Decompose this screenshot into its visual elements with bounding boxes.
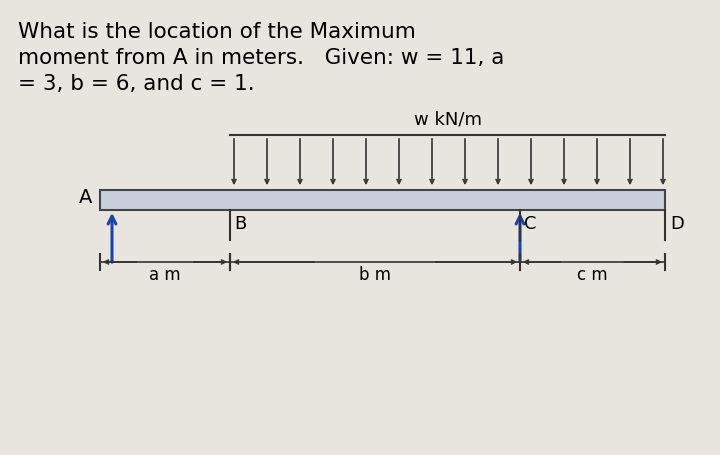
- Text: B: B: [234, 215, 246, 233]
- Text: b m: b m: [359, 266, 391, 284]
- Text: c m: c m: [577, 266, 608, 284]
- Polygon shape: [100, 190, 665, 210]
- Text: D: D: [670, 215, 684, 233]
- Text: a m: a m: [149, 266, 181, 284]
- Text: A: A: [78, 188, 92, 207]
- Text: What is the location of the Maximum: What is the location of the Maximum: [18, 22, 416, 42]
- Text: w kN/m: w kN/m: [413, 111, 482, 129]
- Text: = 3, b = 6, and c = 1.: = 3, b = 6, and c = 1.: [18, 74, 255, 94]
- Text: C: C: [524, 215, 536, 233]
- Text: moment from A in meters.   Given: w = 11, a: moment from A in meters. Given: w = 11, …: [18, 48, 505, 68]
